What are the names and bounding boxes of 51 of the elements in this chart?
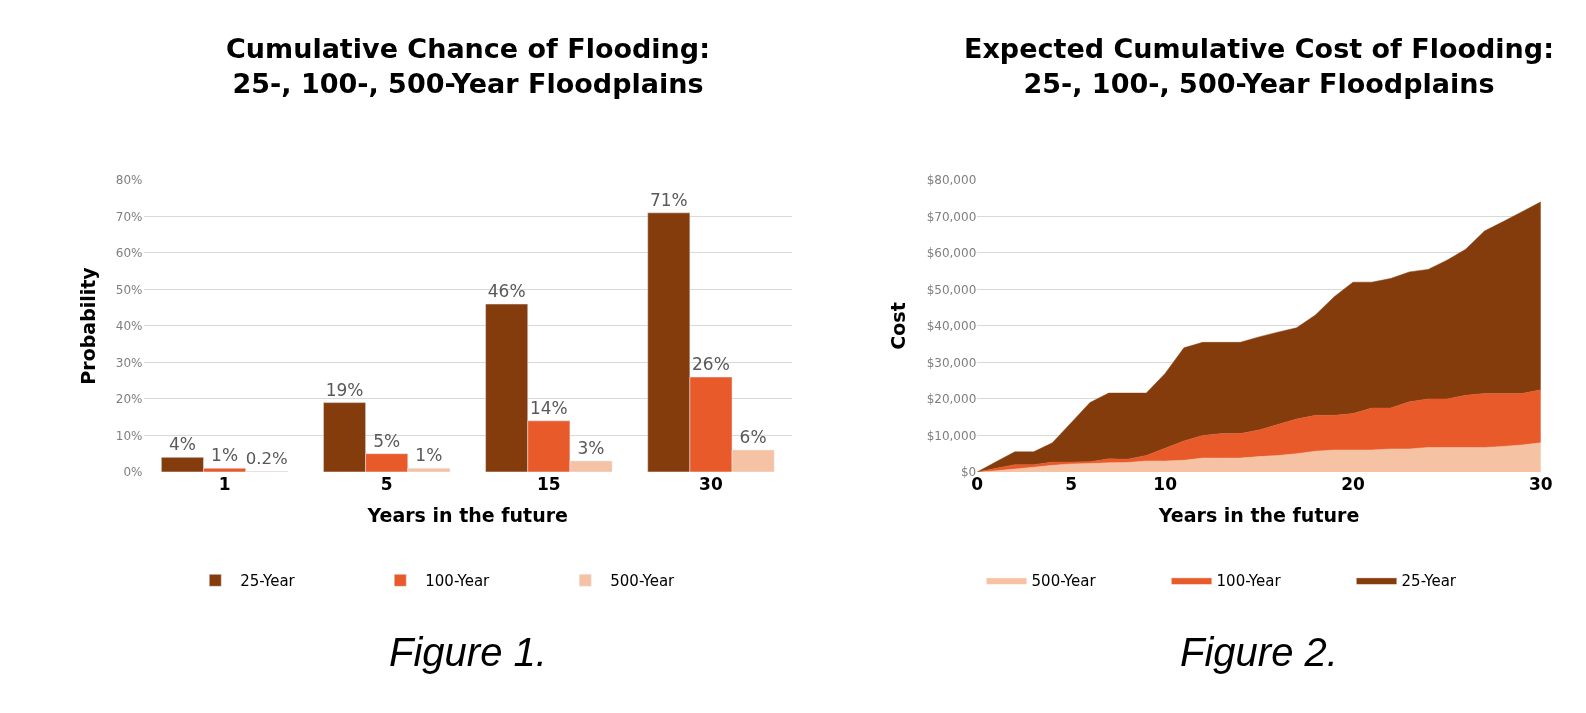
legend-label: 100-Year bbox=[425, 572, 491, 591]
x-tick-label: 5 bbox=[1065, 473, 1078, 494]
legend-label: 25-Year bbox=[240, 572, 296, 591]
legend-label: 500-Year bbox=[1031, 572, 1097, 591]
data-label: 46% bbox=[487, 281, 526, 302]
chart-title: Expected Cumulative Cost of Flooding: 25-, 100-, 500-Year Floodplains bbox=[964, 33, 1554, 100]
legend-label: 500-Year bbox=[610, 572, 676, 591]
y-axis-title: Probability bbox=[76, 266, 99, 385]
x-tick-label: 5 bbox=[380, 473, 393, 494]
y-tick-label: 60% bbox=[115, 246, 143, 261]
y-axis-title: Cost bbox=[887, 302, 910, 350]
data-label: 26% bbox=[692, 354, 730, 375]
y-tick-label: $80,000 bbox=[926, 173, 977, 188]
caption: Figure 2. bbox=[1180, 630, 1338, 674]
y-tick-label: 30% bbox=[115, 355, 143, 370]
x-tick-label: 1 bbox=[218, 473, 231, 494]
x-tick-label: 20 bbox=[1341, 473, 1365, 494]
data-label: 4% bbox=[168, 434, 196, 455]
y-tick-label: $60,000 bbox=[926, 246, 977, 261]
data-label: 5% bbox=[373, 430, 401, 451]
y-tick-label: 40% bbox=[115, 319, 143, 334]
data-label: 6% bbox=[739, 427, 767, 448]
y-tick-label: $70,000 bbox=[926, 209, 977, 224]
legend-label: 25-Year bbox=[1401, 572, 1457, 591]
y-tick-label: $30,000 bbox=[926, 355, 977, 370]
data-label: 1% bbox=[211, 445, 239, 466]
y-tick-label: 20% bbox=[115, 392, 143, 407]
x-tick-label: 30 bbox=[1529, 473, 1553, 494]
y-tick-label: 80% bbox=[115, 173, 143, 188]
x-axis-title: Years in the future bbox=[1157, 503, 1360, 526]
y-tick-label: $40,000 bbox=[926, 319, 977, 334]
caption: Figure 1. bbox=[389, 630, 547, 674]
data-label: 71% bbox=[649, 189, 688, 210]
y-tick-label: $10,000 bbox=[926, 428, 977, 443]
legend-label: 100-Year bbox=[1216, 572, 1282, 591]
data-label: 19% bbox=[325, 379, 364, 400]
y-tick-label: $50,000 bbox=[926, 282, 977, 297]
data-label: 3% bbox=[577, 437, 605, 458]
data-label: 0.2% bbox=[245, 449, 288, 469]
x-tick-label: 30 bbox=[699, 473, 723, 494]
data-label: 14% bbox=[529, 397, 568, 418]
y-tick-label: 70% bbox=[115, 209, 143, 224]
x-tick-label: 10 bbox=[1153, 473, 1178, 494]
y-tick-label: $20,000 bbox=[926, 392, 977, 407]
x-axis-title: Years in the future bbox=[366, 503, 568, 526]
y-tick-label: 50% bbox=[115, 282, 143, 297]
x-tick-label: 15 bbox=[536, 473, 561, 494]
y-tick-label: 10% bbox=[115, 428, 143, 443]
chart-title: Cumulative Chance of Flooding: 25-, 100-, 500-Year Floodplains bbox=[226, 33, 710, 100]
data-label: 1% bbox=[415, 445, 443, 466]
y-tick-label: 0% bbox=[123, 465, 143, 480]
